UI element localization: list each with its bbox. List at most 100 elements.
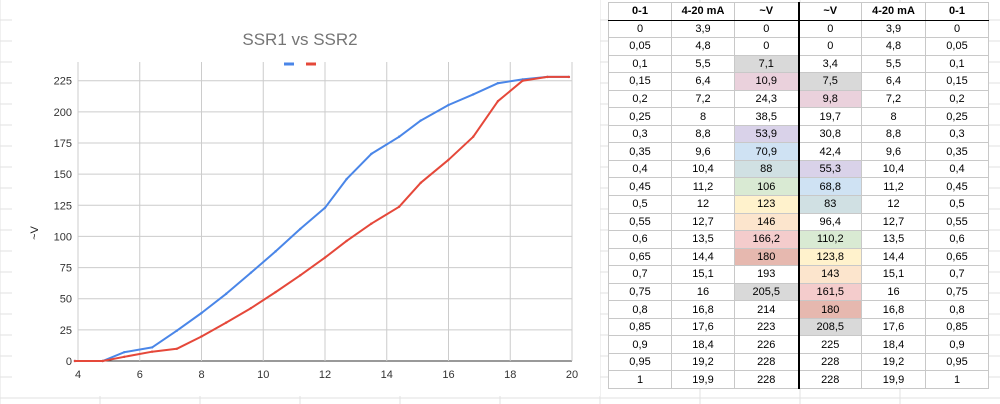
column-header: 4-20 mA — [671, 2, 735, 21]
table-cell: 9,6 — [861, 142, 926, 161]
table-row: 0,5 12 123 83 12 0,5 — [608, 195, 989, 214]
table-cell: 6,4 — [671, 72, 735, 91]
data-point-ssr2 — [345, 239, 348, 243]
chart-panel[interactable]: SSR1 vs SSR2 ~V 0 25 50 75 100 125 150 175 200 22… — [12, 0, 600, 396]
data-point-ssr1 — [274, 250, 277, 253]
table-cell: 0,7 — [608, 265, 672, 284]
data-point-ssr2 — [249, 306, 253, 310]
table-cell: 5,5 — [671, 54, 735, 74]
table-row: 0,7 15,1 193 143 15,1 0,7 — [608, 265, 989, 284]
column-header: ~V — [797, 2, 862, 21]
data-point-ssr1 — [323, 206, 327, 209]
table-cell: 0,05 — [925, 37, 989, 56]
data-point-ssr1 — [175, 329, 178, 332]
data-point-ssr2 — [419, 181, 422, 185]
table-cell: 0,35 — [925, 142, 989, 161]
x-tick-label: 10 — [257, 369, 269, 381]
table-cell: 146 — [734, 212, 799, 232]
x-tick-label: 20 — [566, 369, 578, 381]
table-cell: 166,2 — [734, 230, 799, 249]
table-cell: 0,65 — [608, 247, 672, 267]
table-cell: 1 — [925, 370, 989, 390]
y-tick-label: 50 — [60, 294, 72, 306]
table-cell: 19,9 — [861, 370, 926, 390]
table-cell: 11,2 — [671, 177, 735, 197]
table-cell: 7,2 — [671, 89, 735, 109]
table-cell: 0,7 — [925, 265, 989, 284]
table-row: 0,05 4,8 0 0 4,8 0,05 — [608, 37, 989, 56]
axis-ticks: 0 25 50 75 100 125 150 175 200 225 4 6 8 10 12 14 16 18 20 — [54, 76, 578, 381]
table-row: 1 19,9 228 228 19,9 1 — [608, 370, 989, 390]
data-point-ssr2 — [200, 335, 203, 338]
x-tick-label: 14 — [381, 369, 393, 381]
table-cell: 1 — [608, 370, 672, 390]
table-cell: 68,8 — [797, 177, 862, 197]
data-point-ssr2 — [567, 75, 571, 79]
table-cell: 0,1 — [608, 54, 672, 74]
table-cell: 16,8 — [671, 300, 735, 319]
y-tick-label: 0 — [66, 356, 72, 368]
table-cell: 11,2 — [861, 177, 926, 197]
table-row: 0,35 9,6 70,9 42,4 9,6 0,35 — [608, 142, 989, 161]
data-point-ssr2 — [323, 256, 327, 259]
table-cell: 7,1 — [734, 54, 799, 74]
table-cell: 208,5 — [797, 317, 862, 337]
table-cell: 0,05 — [608, 37, 672, 56]
table-cell: 0,6 — [925, 230, 989, 249]
table-cell: 0,3 — [608, 124, 672, 144]
data-point-ssr1 — [472, 93, 475, 96]
table-cell: 4,8 — [671, 37, 735, 56]
table-cell: 16 — [861, 282, 926, 302]
table-cell: 8 — [671, 107, 735, 126]
table-cell: 96,4 — [797, 212, 862, 232]
table-cell: 0 — [734, 37, 799, 56]
table-cell: 0,65 — [925, 247, 989, 267]
table-cell: 225 — [797, 335, 862, 354]
table-cell: 110,2 — [797, 230, 862, 249]
table-cell: 10,4 — [671, 159, 735, 179]
table-cell: 9,6 — [671, 142, 735, 161]
table-cell: 0,3 — [925, 124, 989, 144]
table-cell: 0,45 — [925, 177, 989, 197]
table-cell: 193 — [734, 265, 799, 284]
data-point-ssr1 — [299, 227, 302, 231]
table-cell: 24,3 — [734, 89, 799, 109]
table-cell: 0,4 — [925, 159, 989, 179]
table-row: 0,75 16 205,5 161,5 16 0,75 — [608, 282, 989, 302]
table-cell: 0,15 — [925, 72, 989, 91]
chart-title: SSR1 vs SSR2 — [242, 30, 357, 49]
data-point-ssr1 — [370, 152, 373, 156]
table-cell: 0,85 — [925, 317, 989, 337]
table-cell: 12 — [861, 195, 926, 214]
table-row: 0,25 8 38,5 19,7 8 0,25 — [608, 107, 989, 126]
table-cell: 14,4 — [671, 247, 735, 267]
x-tick-label: 18 — [504, 369, 516, 381]
data-table: 0-1 4-20 mA ~V ~V 4-20 mA 0-1 0 3,9 0 0 3,9 0 0,05 4… — [608, 2, 989, 390]
y-tick-label: 175 — [54, 138, 72, 150]
table-cell: 3,9 — [671, 19, 735, 39]
table-cell: 0,1 — [925, 54, 989, 74]
table-cell: 161,5 — [797, 282, 862, 302]
y-tick-label: 100 — [54, 231, 72, 243]
table-cell: 123 — [734, 195, 799, 214]
y-tick-label: 75 — [60, 263, 72, 275]
table-cell: 0 — [925, 19, 989, 39]
column-header: 0-1 — [608, 2, 672, 21]
data-point-ssr2 — [521, 79, 524, 82]
data-point-ssr2 — [370, 222, 373, 225]
data-point-ssr2 — [123, 355, 126, 358]
table-cell: 228 — [734, 352, 799, 372]
table-cell: 19,2 — [861, 352, 926, 372]
table-row: 0,8 16,8 214 180 16,8 0,8 — [608, 300, 989, 319]
table-row: 0,2 7,2 24,3 9,8 7,2 0,2 — [608, 89, 989, 109]
table-row: 0,9 18,4 226 225 18,4 0,9 — [608, 335, 989, 354]
table-cell: 0,25 — [925, 107, 989, 126]
data-point-ssr1 — [419, 119, 422, 122]
table-cell: 42,4 — [797, 142, 862, 161]
table-cell: 0 — [734, 19, 799, 39]
table-cell: 0,6 — [608, 230, 672, 249]
table-cell: 18,4 — [671, 335, 735, 354]
table-cell: 0,75 — [608, 282, 672, 302]
table-cell: 205,5 — [734, 282, 799, 302]
table-cell: 15,1 — [671, 265, 735, 284]
